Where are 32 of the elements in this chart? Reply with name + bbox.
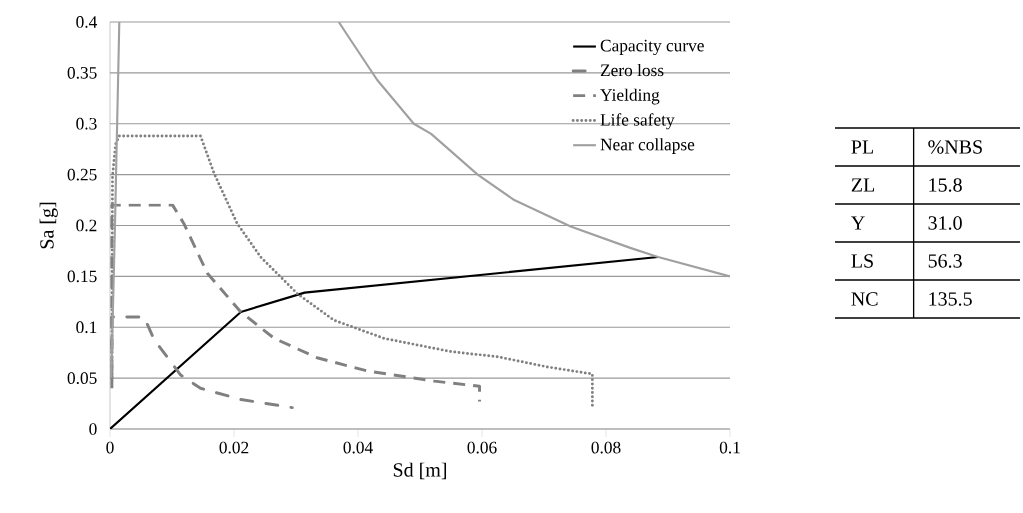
y-tick-label: 0.4 [76, 16, 98, 28]
x-tick-label: 0.02 [219, 441, 249, 454]
legend-label: Near collapse [600, 138, 695, 154]
text: PL [851, 140, 873, 154]
y-tick-label: 0.35 [67, 66, 97, 79]
text: LS [851, 254, 873, 268]
y-tick-label: 0.15 [67, 270, 97, 283]
text: Y [851, 216, 865, 230]
text: 31.0 [928, 216, 962, 230]
y-axis-title: Sa [g] [39, 202, 58, 249]
y-tick-label: 0.1 [76, 321, 97, 334]
legend-label: Capacity curve [600, 39, 704, 56]
x-tick-label: 0.04 [343, 441, 373, 454]
text: %NBS [928, 140, 982, 154]
text: NC [851, 292, 878, 306]
text: 135.5 [929, 292, 972, 306]
text: 15.8 [929, 178, 962, 192]
y-tick-label: 0.25 [67, 168, 97, 181]
y-tick-label: 0.3 [76, 117, 97, 130]
y-tick-label: 0 [89, 423, 97, 435]
x-axis-title: Sd [m] [393, 462, 447, 480]
x-tick-label: 0.1 [719, 441, 740, 454]
x-tick-label: 0.06 [467, 441, 497, 454]
legend-label: Life safety [600, 113, 675, 130]
legend-label: Yielding [600, 88, 660, 105]
x-tick-label: 0.08 [591, 441, 621, 454]
text: 56.3 [928, 254, 962, 268]
text: ZL [851, 178, 875, 192]
legend-label: Zero loss [600, 63, 664, 77]
y-tick-label: 0.05 [67, 372, 97, 384]
y-tick-label: 0.2 [76, 219, 97, 232]
x-tick-label: 0 [106, 441, 114, 454]
